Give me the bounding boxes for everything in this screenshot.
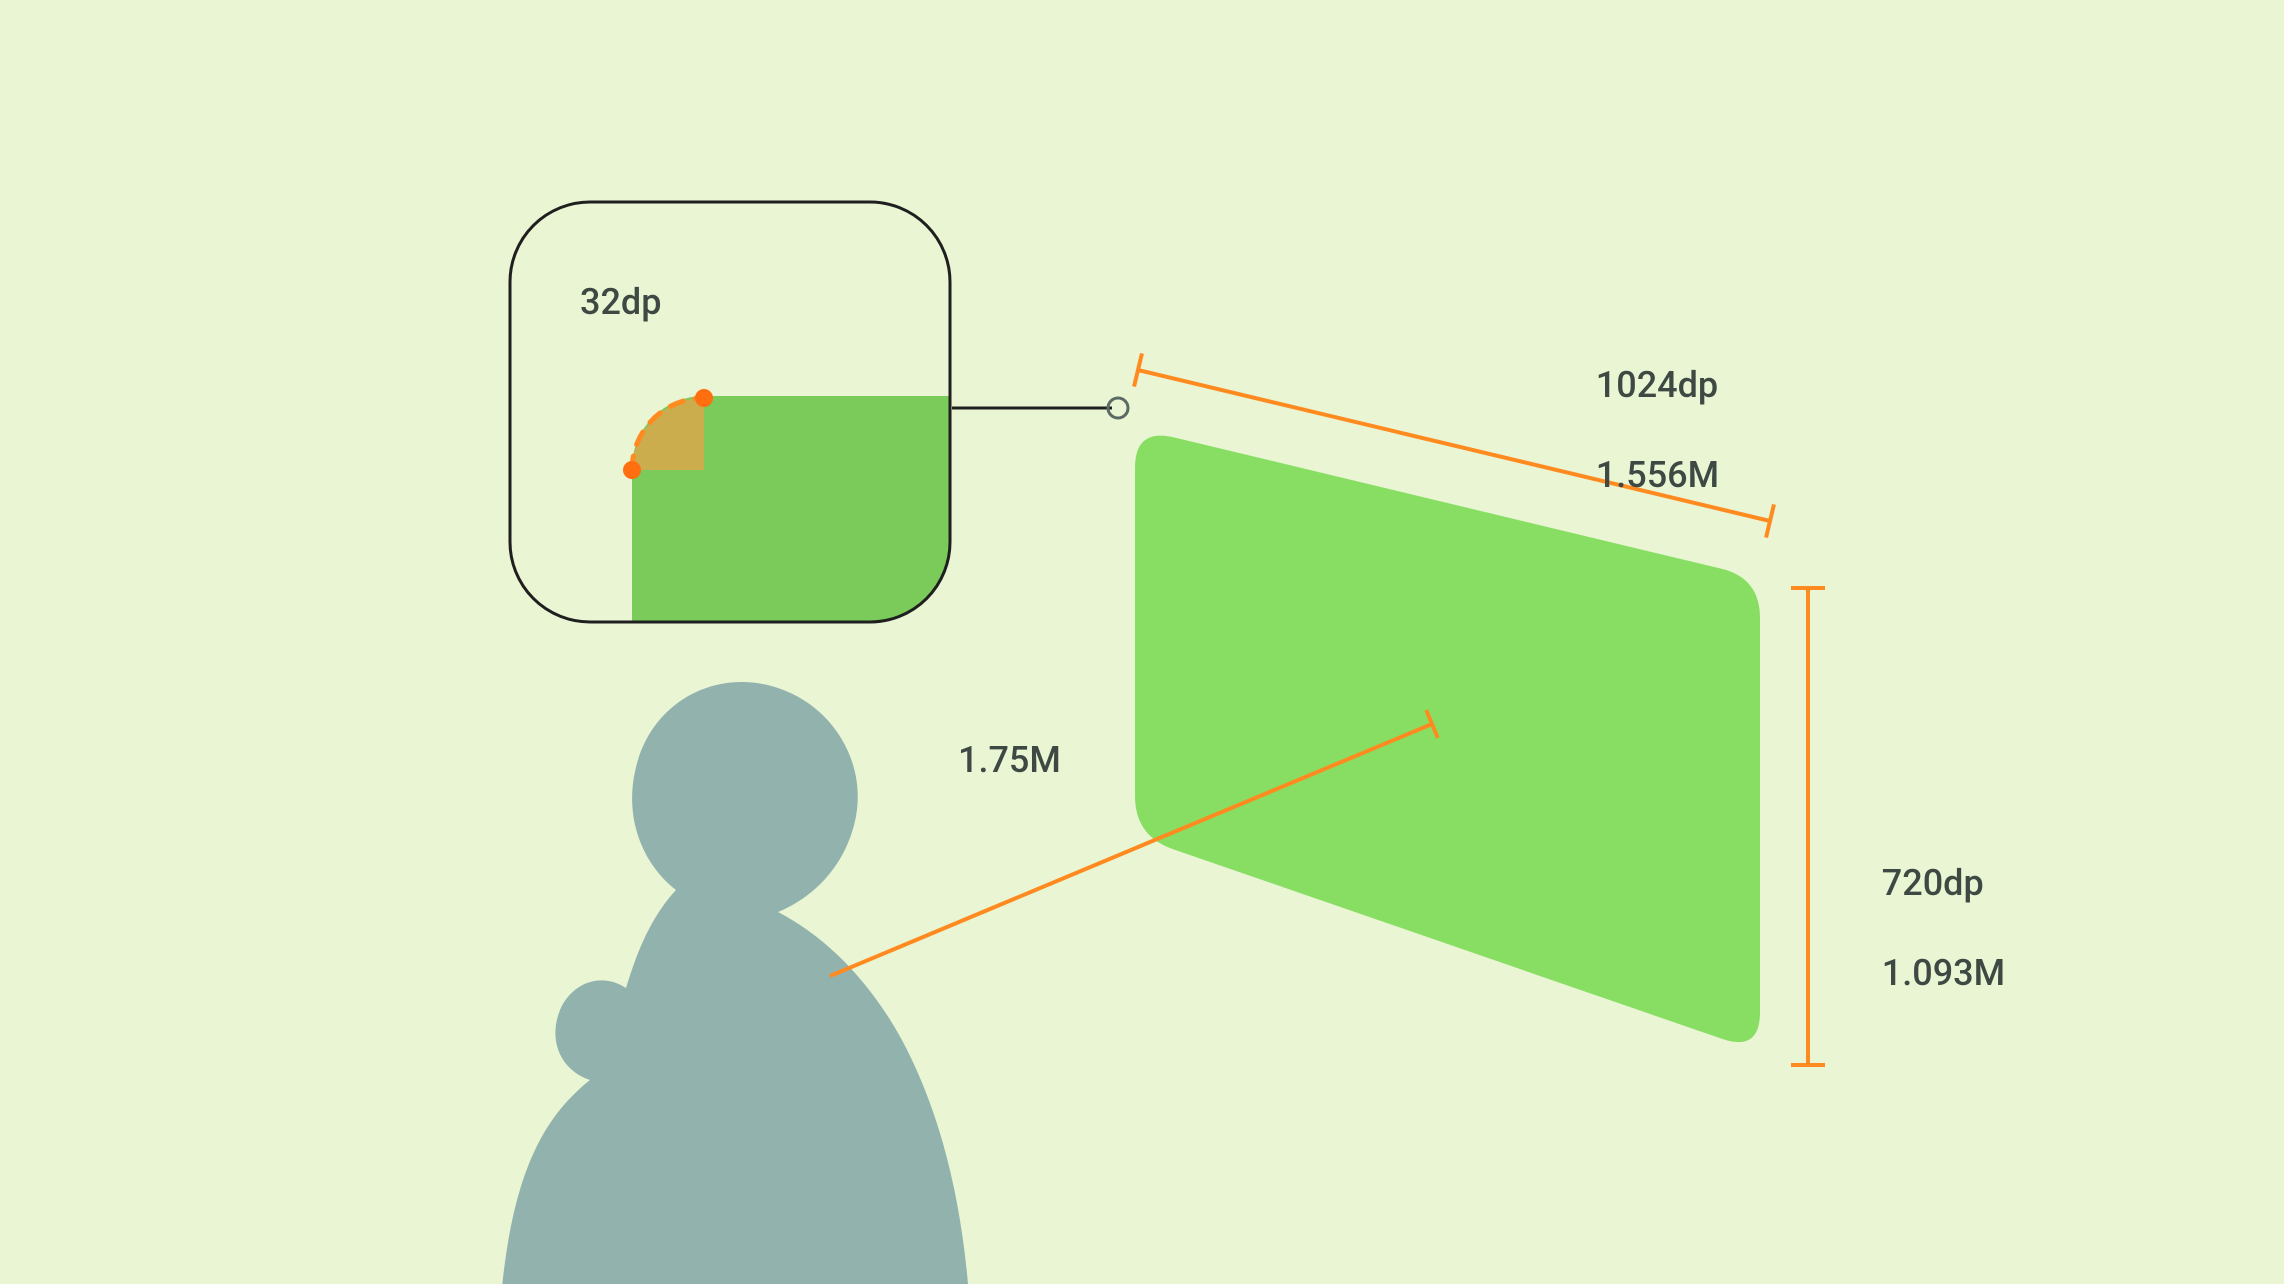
diagram-canvas: 32dp 1.75M 1024dp 1.556M 720dp 1.093M xyxy=(0,0,2284,1284)
width-value-dp: 1024dp xyxy=(1596,364,1718,406)
distance-label: 1.75M xyxy=(958,738,1061,783)
corner-radius-label: 32dp xyxy=(580,280,661,325)
diagram-svg xyxy=(0,0,2284,1284)
width-label: 1024dp 1.556M xyxy=(1560,318,1719,543)
height-value-dp: 720dp xyxy=(1882,862,1984,904)
width-value-m: 1.556M xyxy=(1596,454,1719,496)
height-label: 720dp 1.093M xyxy=(1846,816,2005,1041)
corner-radius-dot-start xyxy=(623,461,641,479)
corner-radius-dot-end xyxy=(695,389,713,407)
height-value-m: 1.093M xyxy=(1882,952,2005,994)
